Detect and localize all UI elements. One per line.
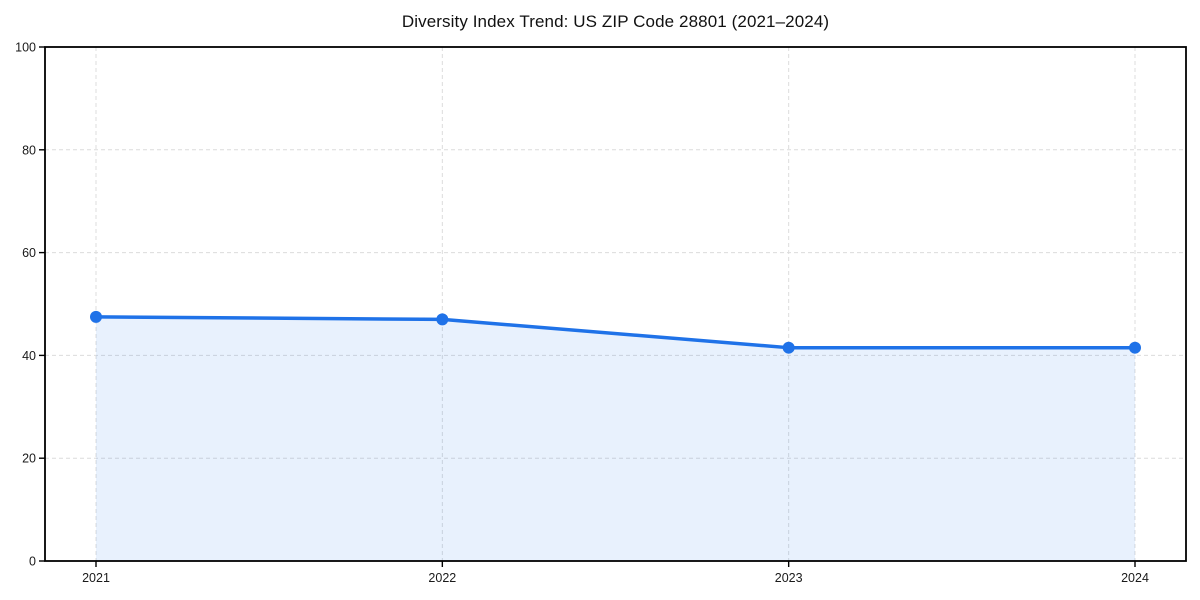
y-tick-label-60: 60 [22, 246, 36, 260]
area-fill [96, 316, 1135, 561]
x-tick-label-2022: 2022 [428, 571, 456, 585]
data-point-2021 [90, 310, 102, 323]
y-tick-label-80: 80 [22, 143, 36, 157]
data-point-2022 [436, 313, 449, 326]
plot-border [44, 46, 1187, 562]
chart-title: Diversity Index Trend: US ZIP Code 28801… [401, 12, 830, 31]
y-tick-label-100: 100 [15, 41, 36, 55]
data-point-2024 [1129, 341, 1141, 354]
x-tick-label-2023: 2023 [775, 571, 803, 585]
y-tick-label-20: 20 [22, 452, 36, 466]
x-tick-label-2021: 2021 [82, 571, 110, 585]
y-tick-label-40: 40 [22, 349, 36, 363]
x-tick-label-2024: 2024 [1121, 571, 1149, 585]
y-tick-label-0: 0 [29, 555, 36, 569]
trend-line [94, 315, 1137, 350]
data-point-2023 [782, 341, 795, 354]
